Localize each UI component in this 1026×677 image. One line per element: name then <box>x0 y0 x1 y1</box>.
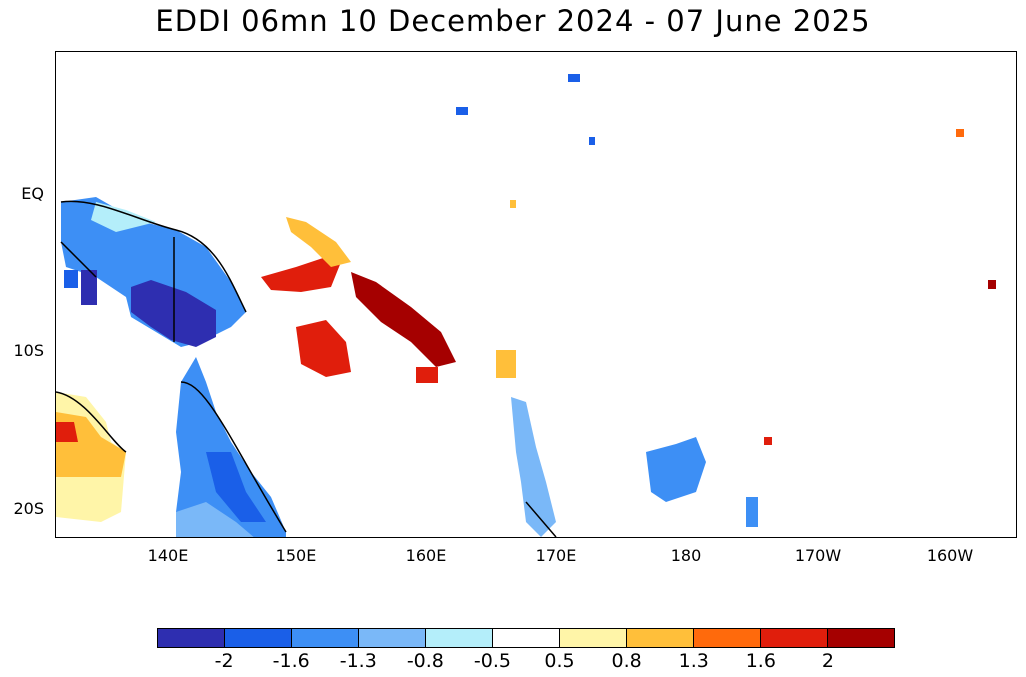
vanuatu-dry-region <box>511 397 556 537</box>
legend-swatch-6 <box>560 629 627 647</box>
legend-swatch-3 <box>359 629 426 647</box>
legend-label-9: 2 <box>821 650 834 672</box>
legend-label-3: -0.8 <box>406 650 444 672</box>
png-islands-wet-region <box>296 320 351 377</box>
color-legend <box>157 628 895 648</box>
y-tick-10s: 10S <box>13 341 44 360</box>
png-edge-light <box>91 202 156 232</box>
legend-label-0: -2 <box>214 650 234 672</box>
legend-swatch-5 <box>493 629 560 647</box>
east-patch-1 <box>956 129 964 137</box>
legend-label-6: 0.8 <box>611 650 642 672</box>
east-patch-2 <box>988 280 996 289</box>
legend-swatch-1 <box>225 629 292 647</box>
solomons-south-patch <box>416 367 438 383</box>
legend-label-1: -1.6 <box>272 650 310 672</box>
queensland-dark-patch <box>206 452 266 522</box>
north-patch-2 <box>568 74 580 82</box>
new-britain-wet-region <box>261 257 341 292</box>
legend-swatch-9 <box>761 629 828 647</box>
x-tick-170e: 170E <box>535 546 577 565</box>
west-dry-patch <box>64 270 78 288</box>
queensland-dry-region <box>176 357 286 537</box>
legend-swatch-10 <box>828 629 894 647</box>
legend-label-5: 0.5 <box>544 650 575 672</box>
n-australia-red-patch <box>56 422 78 442</box>
legend-label-7: 1.3 <box>678 650 709 672</box>
fiji-dry-region <box>646 437 706 502</box>
x-tick-160e: 160E <box>405 546 447 565</box>
y-tick-20s: 20S <box>13 499 44 518</box>
x-tick-140e: 140E <box>147 546 189 565</box>
west-very-dry-patch <box>81 270 97 305</box>
tonga-patch <box>746 497 758 527</box>
map-canvas <box>56 74 996 537</box>
x-tick-160w: 160W <box>926 546 974 565</box>
y-tick-eq: EQ <box>21 184 44 203</box>
vanuatu-north-patch <box>496 350 516 378</box>
legend-label-4: -0.5 <box>473 650 511 672</box>
legend-swatch-8 <box>694 629 761 647</box>
east-patch-3 <box>764 437 772 445</box>
legend-label-2: -1.3 <box>339 650 377 672</box>
equator-patch <box>510 200 516 208</box>
legend-swatch-2 <box>292 629 359 647</box>
x-tick-180: 180 <box>670 546 702 565</box>
map-title: EDDI 06mn 10 December 2024 - 07 June 202… <box>155 4 871 38</box>
x-tick-170w: 170W <box>794 546 842 565</box>
x-tick-150e: 150E <box>275 546 317 565</box>
legend-label-8: 1.6 <box>745 650 776 672</box>
legend-swatch-7 <box>627 629 694 647</box>
solomons-wet-region <box>351 272 456 367</box>
coastline-sketch <box>56 200 557 537</box>
legend-swatch-4 <box>426 629 493 647</box>
legend-swatch-0 <box>158 629 225 647</box>
north-patch-1 <box>456 107 468 115</box>
north-patch-3 <box>589 137 595 145</box>
queensland-light-region <box>176 502 254 537</box>
map-panel <box>55 51 1017 538</box>
new-ireland-wet-region <box>286 217 351 267</box>
